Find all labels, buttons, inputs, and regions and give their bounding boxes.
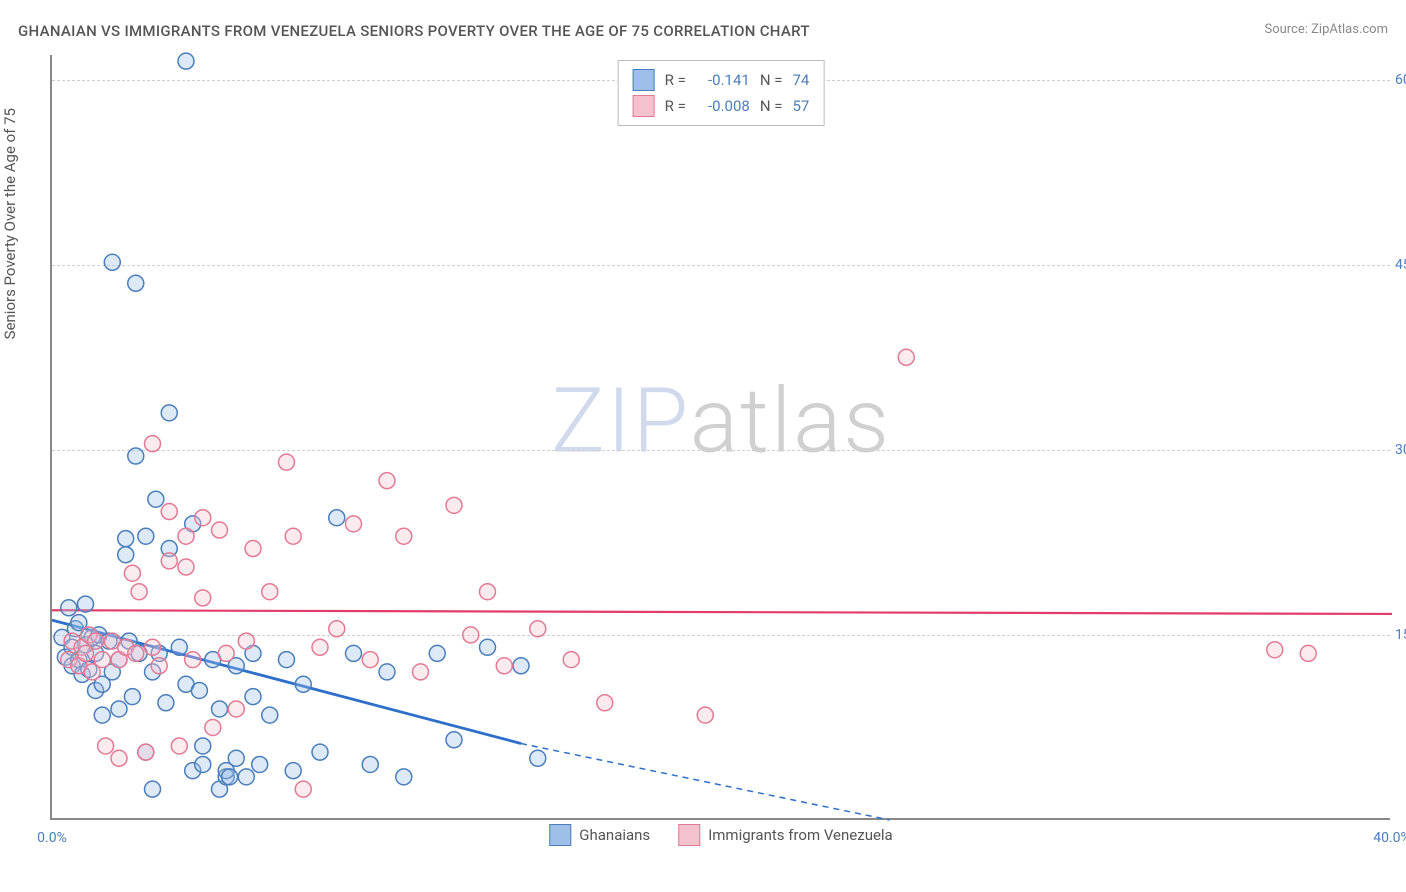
source-attribution: Source: ZipAtlas.com: [1264, 22, 1388, 37]
legend-item-0: Ghanaians: [549, 824, 650, 846]
n-label: N =: [760, 97, 783, 115]
y-axis-label: Seniors Poverty Over the Age of 75: [1, 108, 19, 339]
n-value-0: 74: [792, 71, 809, 89]
series-legend: Ghanaians Immigrants from Venezuela: [549, 824, 892, 846]
correlation-row-1: R = -0.008 N = 57: [633, 93, 810, 119]
legend-label-1: Immigrants from Venezuela: [708, 826, 893, 844]
plot-area: ZIPatlas R = -0.141 N = 74 R = -0.008 N …: [50, 55, 1390, 820]
legend-label-0: Ghanaians: [579, 826, 650, 844]
swatch-series-0: [633, 69, 655, 91]
r-label: R =: [665, 97, 686, 115]
correlation-legend-box: R = -0.141 N = 74 R = -0.008 N = 57: [618, 60, 825, 126]
legend-swatch-0: [549, 824, 571, 846]
n-label: N =: [760, 71, 783, 89]
r-value-1: -0.008: [696, 97, 750, 115]
scatter-svg: [52, 55, 1390, 818]
correlation-row-0: R = -0.141 N = 74: [633, 67, 810, 93]
legend-swatch-1: [678, 824, 700, 846]
n-value-1: 57: [792, 97, 809, 115]
r-value-0: -0.141: [696, 71, 750, 89]
legend-item-1: Immigrants from Venezuela: [678, 824, 893, 846]
swatch-series-1: [633, 95, 655, 117]
r-label: R =: [665, 71, 686, 89]
chart-title: GHANAIAN VS IMMIGRANTS FROM VENEZUELA SE…: [18, 22, 810, 40]
